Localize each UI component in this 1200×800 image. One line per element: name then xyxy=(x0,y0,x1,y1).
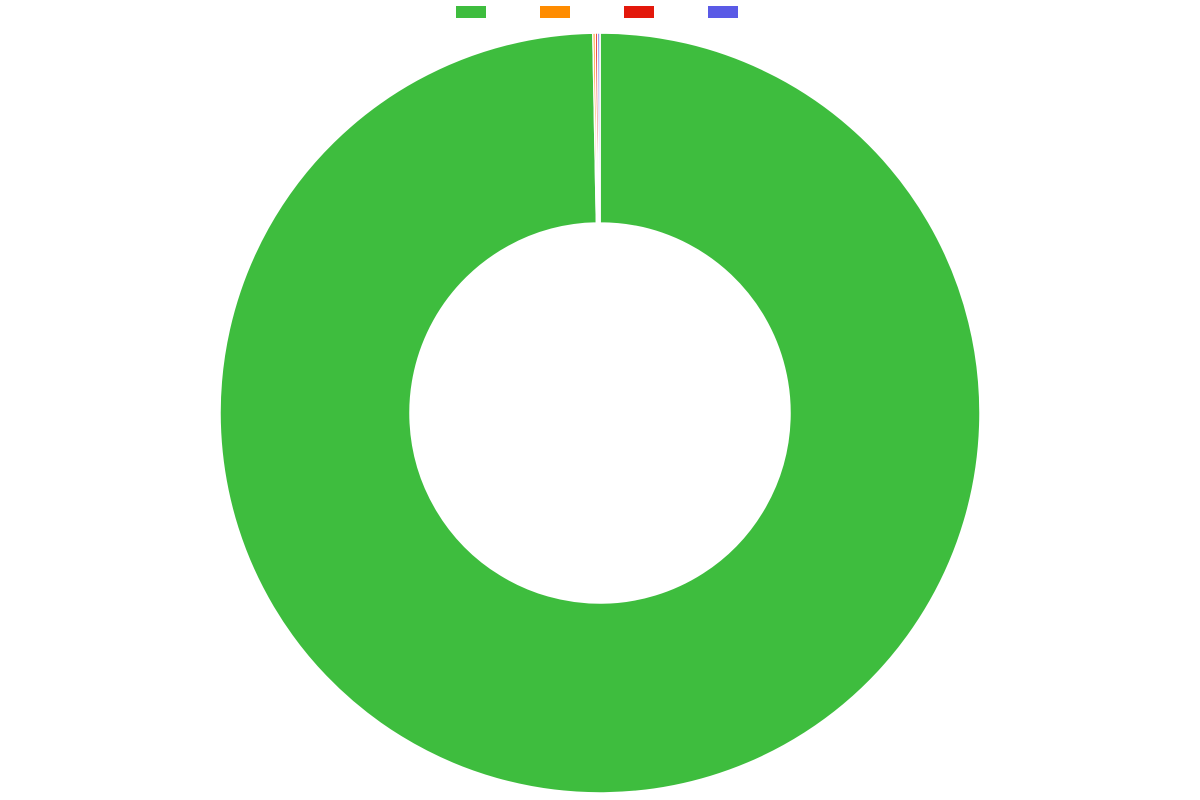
legend-swatch-0 xyxy=(456,6,486,18)
legend-item xyxy=(624,6,660,18)
legend-item xyxy=(708,6,744,18)
legend-item xyxy=(540,6,576,18)
legend-swatch-1 xyxy=(540,6,570,18)
donut-chart xyxy=(0,26,1200,800)
legend-swatch-2 xyxy=(624,6,654,18)
legend-swatch-3 xyxy=(708,6,738,18)
donut-svg xyxy=(0,26,1200,800)
chart-legend xyxy=(456,6,744,18)
legend-item xyxy=(456,6,492,18)
